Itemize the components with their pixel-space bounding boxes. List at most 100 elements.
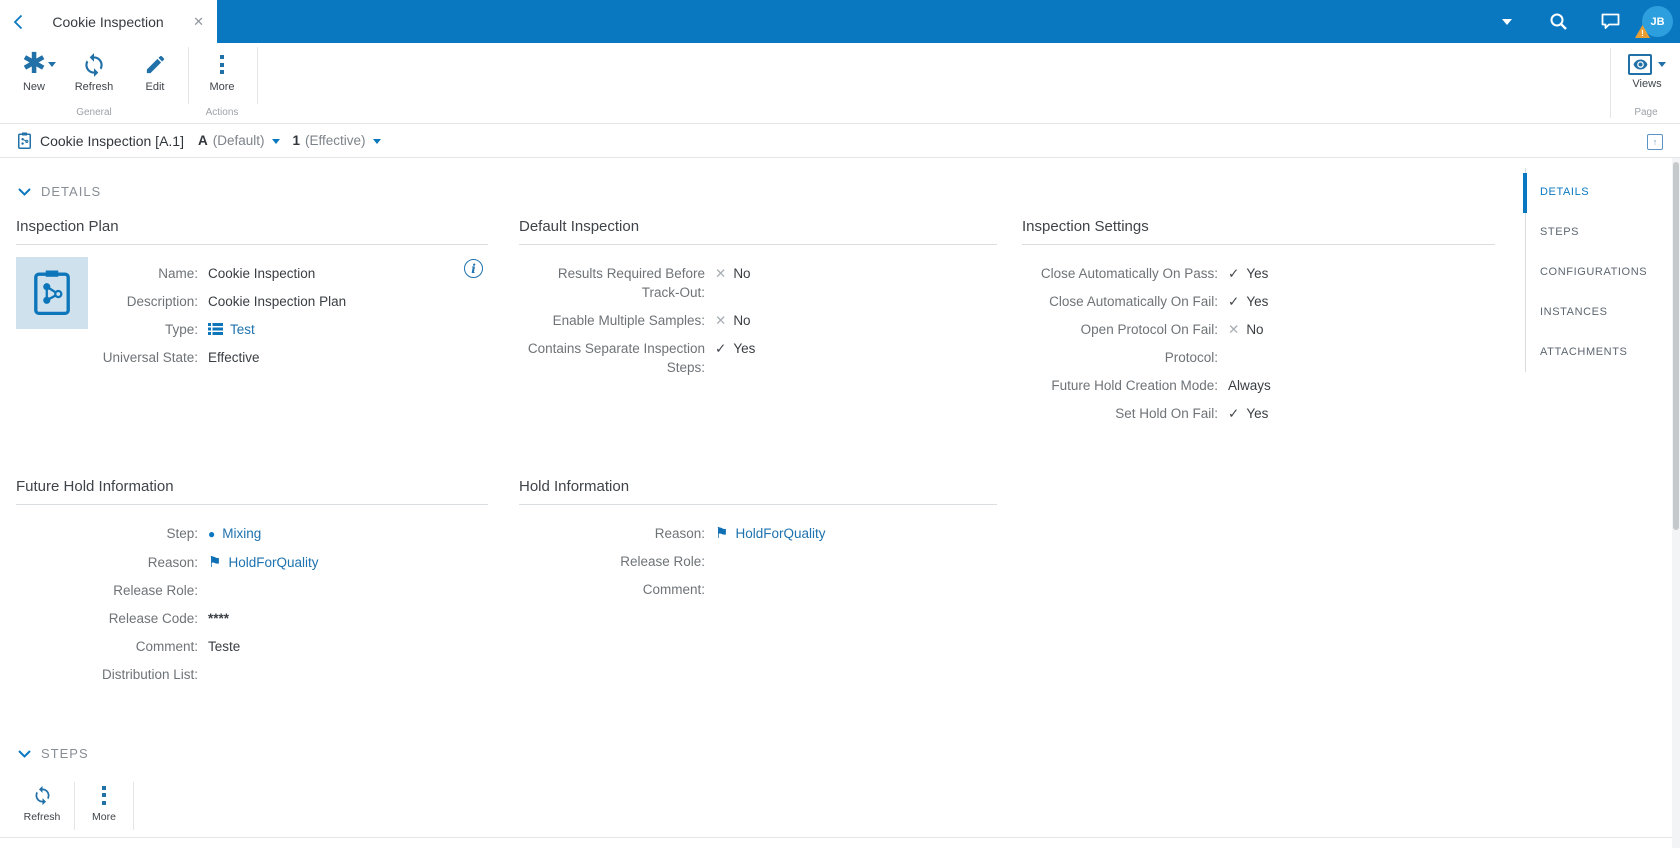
scrollbar-track (1672, 158, 1680, 848)
expand-page-button[interactable]: ↑ (1647, 134, 1663, 150)
toolbar-separator (74, 782, 75, 830)
toolbar-separator (257, 47, 258, 104)
field-value: Teste (208, 638, 241, 654)
field-label: Results Required Before Track-Out: (557, 265, 705, 300)
edit-button[interactable]: Edit (130, 49, 180, 93)
list-icon (208, 323, 223, 335)
hold-reason-link[interactable]: HoldForQuality (228, 554, 319, 570)
panel-title: Inspection Settings (1022, 218, 1495, 245)
tab-title: Cookie Inspection (52, 13, 164, 30)
refresh-button-label: Refresh (74, 81, 114, 93)
step-dot-icon: ● (208, 526, 216, 541)
tab-cookie-inspection[interactable]: Cookie Inspection ✕ (0, 0, 217, 43)
section-steps-label: STEPS (41, 746, 89, 761)
refresh-button[interactable]: Refresh (64, 49, 124, 93)
toolbar-separator (188, 47, 189, 104)
panel-inspection-plan: Inspection Plan i Name: Cookie Inspect (16, 218, 488, 371)
steps-toolbar: Refresh More (0, 775, 1672, 838)
views-button-label: Views (1632, 78, 1662, 90)
flag-icon: ⚑ (208, 553, 222, 571)
field-row: Name: Cookie Inspection (16, 259, 488, 287)
field-value: Cookie Inspection Plan (208, 293, 347, 309)
views-button[interactable]: Views (1618, 51, 1676, 90)
new-button[interactable]: ✱ New (8, 49, 60, 93)
chevron-down-icon (48, 62, 56, 67)
field-value: ⚑ HoldForQuality (715, 524, 825, 543)
version-dropdown[interactable]: A (Default) (198, 133, 280, 148)
check-icon: ✓ (1228, 405, 1240, 421)
nav-item-configurations[interactable]: CONFIGURATIONS (1540, 266, 1648, 278)
topbar-menu-caret-icon[interactable] (1502, 19, 1512, 25)
field-label: Release Role: (113, 582, 198, 598)
cross-icon: ✕ (715, 265, 727, 281)
nav-rail-divider (1525, 168, 1526, 372)
field-value: ✕ No (715, 265, 751, 281)
chat-icon[interactable] (1601, 13, 1620, 35)
field-value: Always (1228, 377, 1271, 393)
avatar[interactable]: JB ! (1635, 6, 1673, 38)
hold-reason-link[interactable]: HoldForQuality (735, 525, 826, 541)
field-label: Close Automatically On Pass: (1040, 265, 1218, 281)
panel-future-hold-information: Future Hold Information Step: ● Mixing Re… (16, 478, 488, 688)
more-dots-icon (196, 49, 248, 80)
field-row: Type: Test (16, 315, 488, 343)
field-row: Universal State: Effective (16, 343, 488, 371)
field-row: Reason: ⚑ HoldForQuality (16, 548, 488, 576)
field-label: Distribution List: (101, 666, 198, 682)
field-value: Effective (208, 349, 260, 365)
section-details-label: DETAILS (41, 184, 102, 199)
panel-inspection-settings: Inspection Settings Close Automatically … (1022, 218, 1495, 427)
section-header-details[interactable]: DETAILS (18, 184, 101, 199)
section-header-steps[interactable]: STEPS (18, 746, 89, 761)
field-label: Release Code: (108, 610, 198, 626)
more-dots-icon (74, 781, 134, 809)
search-icon[interactable] (1549, 12, 1568, 36)
field-label: Future Hold Creation Mode: (1051, 377, 1218, 393)
field-row: Close Automatically On Fail: ✓ Yes (1022, 287, 1495, 315)
nav-item-instances[interactable]: INSTANCES (1540, 306, 1608, 318)
step-link[interactable]: Mixing (222, 525, 262, 541)
chevron-down-icon (18, 749, 31, 758)
type-link[interactable]: Test (230, 321, 255, 337)
steps-more-button[interactable]: More (74, 781, 134, 823)
version-letter: A (197, 133, 208, 148)
cross-icon: ✕ (715, 312, 727, 328)
entity-title: Cookie Inspection [A.1] (40, 132, 184, 149)
chevron-down-icon (372, 139, 381, 144)
field-label: Description: (126, 293, 198, 309)
nav-item-attachments[interactable]: ATTACHMENTS (1540, 346, 1628, 358)
more-button[interactable]: More (196, 49, 248, 93)
field-row: Release Role: (16, 576, 488, 604)
field-label: Protocol: (1164, 349, 1218, 365)
steps-refresh-button[interactable]: Refresh (12, 781, 72, 823)
revision-state: (Effective) (305, 133, 366, 148)
warning-badge-icon: ! (1635, 25, 1650, 38)
revision-number: 1 (292, 133, 301, 148)
eye-icon (1628, 53, 1652, 75)
group-label-general: General (76, 107, 112, 118)
scrollbar-thumb[interactable] (1673, 162, 1679, 530)
field-label: Comment: (642, 581, 705, 597)
flag-icon: ⚑ (715, 524, 729, 542)
revision-dropdown[interactable]: 1 (Effective) (293, 133, 381, 148)
field-row: Open Protocol On Fail: ✕ No (1022, 315, 1495, 343)
info-icon[interactable]: i (464, 259, 483, 278)
field-row: Release Code: **** (16, 604, 488, 632)
cross-icon: ✕ (1228, 321, 1240, 337)
nav-item-steps[interactable]: STEPS (1540, 226, 1580, 238)
field-row: Distribution List: (16, 660, 488, 688)
field-value: Test (208, 320, 255, 339)
steps-more-label: More (92, 811, 116, 823)
field-label: Close Automatically On Fail: (1049, 293, 1218, 309)
field-row: Comment: Teste (16, 632, 488, 660)
back-icon[interactable] (13, 14, 23, 30)
nav-item-details[interactable]: DETAILS (1540, 186, 1590, 198)
main-content: DETAILS Inspection Plan i (0, 158, 1680, 848)
field-value: ● Mixing (208, 524, 261, 544)
close-icon[interactable]: ✕ (193, 13, 204, 29)
field-row: Contains Separate Inspection Steps: ✓ Yes (519, 334, 997, 381)
breadcrumb: Cookie Inspection [A.1] A (Default) 1 (E… (0, 124, 1680, 158)
field-row: Protocol: (1022, 343, 1495, 371)
field-row: Results Required Before Track-Out: ✕ No (519, 259, 997, 306)
